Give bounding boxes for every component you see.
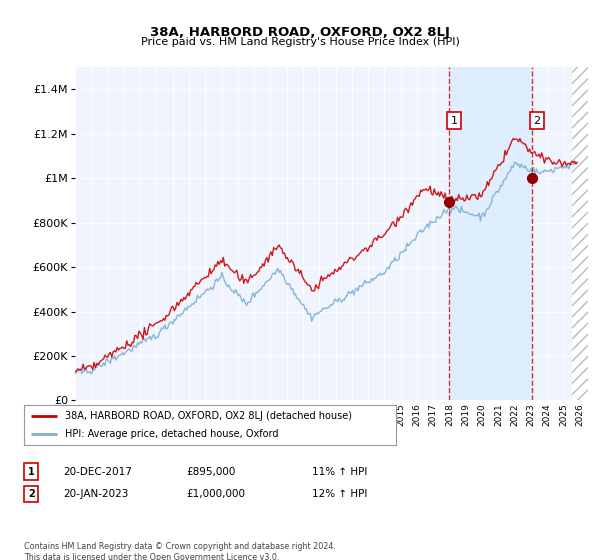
Text: 38A, HARBORD ROAD, OXFORD, OX2 8LJ (detached house): 38A, HARBORD ROAD, OXFORD, OX2 8LJ (deta… [65,411,352,421]
Text: Price paid vs. HM Land Registry's House Price Index (HPI): Price paid vs. HM Land Registry's House … [140,37,460,47]
Text: 12% ↑ HPI: 12% ↑ HPI [312,489,367,499]
Text: 1: 1 [28,466,35,477]
Bar [572,67,588,400]
Text: HPI: Average price, detached house, Oxford: HPI: Average price, detached house, Oxfo… [65,430,278,439]
Text: £895,000: £895,000 [186,466,235,477]
Bar [572,67,588,400]
Text: 38A, HARBORD ROAD, OXFORD, OX2 8LJ: 38A, HARBORD ROAD, OXFORD, OX2 8LJ [150,26,450,39]
Text: 20-JAN-2023: 20-JAN-2023 [63,489,128,499]
Text: Contains HM Land Registry data © Crown copyright and database right 2024.
This d: Contains HM Land Registry data © Crown c… [24,542,336,560]
Text: 1: 1 [451,115,458,125]
Text: 20-DEC-2017: 20-DEC-2017 [63,466,132,477]
Text: 2: 2 [533,115,541,125]
Bar [449,67,532,400]
Text: £1,000,000: £1,000,000 [186,489,245,499]
Text: 2: 2 [28,489,35,499]
Text: 11% ↑ HPI: 11% ↑ HPI [312,466,367,477]
